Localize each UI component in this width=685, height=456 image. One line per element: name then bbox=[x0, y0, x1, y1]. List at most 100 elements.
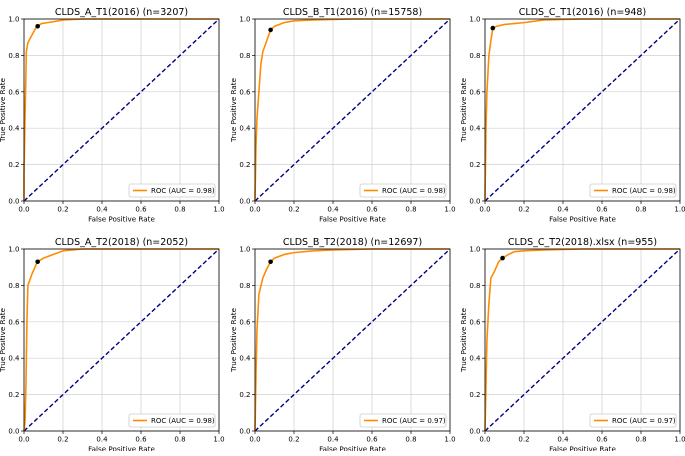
y-tick-label: 0.4 bbox=[239, 355, 251, 363]
y-axis-label: True Positive Rate bbox=[459, 307, 468, 373]
y-tick-label: 0.8 bbox=[469, 52, 480, 60]
legend-box bbox=[359, 183, 447, 198]
chance-diagonal-line bbox=[484, 18, 681, 202]
x-tick-label: 0.0 bbox=[479, 206, 490, 214]
legend-box bbox=[359, 413, 447, 428]
y-axis-label: True Positive Rate bbox=[459, 77, 468, 143]
x-tick-label: 0.4 bbox=[557, 206, 569, 214]
roc-panel-2: 0.0 0.2 0.4 0.6 0.8 1.0 0.0 0.2 0.4 0.6 0.8 1.0 CLDS… bbox=[229, 7, 456, 224]
legend-box bbox=[128, 413, 216, 428]
legend-label: ROC (AUC = 0.98) bbox=[382, 187, 446, 195]
x-tick-label: 0.8 bbox=[405, 436, 416, 444]
legend: ROC (AUC = 0.98) bbox=[128, 183, 216, 198]
y-tick-label: 1.0 bbox=[469, 246, 480, 254]
x-tick-label: 0.4 bbox=[327, 206, 339, 214]
x-axis-label: False Positive Rate bbox=[319, 445, 386, 452]
roc-panel-5: 0.0 0.2 0.4 0.6 0.8 1.0 0.0 0.2 0.4 0.6 0.8 1.0 CLDS… bbox=[229, 237, 456, 454]
legend-label: ROC (AUC = 0.98) bbox=[151, 187, 215, 195]
x-axis-label: False Positive Rate bbox=[549, 215, 616, 224]
chart-title: CLDS_C_T1(2016) (n=948) bbox=[519, 7, 646, 18]
chance-diagonal-line bbox=[254, 18, 451, 202]
x-tick-label: 0.0 bbox=[249, 206, 260, 214]
y-tick-label: 0.4 bbox=[8, 125, 20, 133]
axes-frame bbox=[254, 248, 451, 432]
y-tick-label: 0.2 bbox=[239, 391, 250, 399]
y-tick-label: 0.6 bbox=[239, 318, 251, 326]
x-tick-label: 0.8 bbox=[174, 206, 185, 214]
x-tick-label: 0.0 bbox=[479, 436, 490, 444]
axes-frame bbox=[23, 248, 220, 432]
y-tick-label: 0.6 bbox=[8, 318, 20, 326]
x-tick-label: 0.0 bbox=[249, 436, 260, 444]
x-tick-label: 1.0 bbox=[213, 206, 224, 214]
legend-box bbox=[589, 183, 677, 198]
x-tick-label: 0.2 bbox=[288, 206, 299, 214]
axes-frame bbox=[484, 248, 681, 432]
y-tick-label: 0.6 bbox=[469, 88, 481, 96]
roc-curve-line bbox=[254, 248, 450, 432]
y-tick-label: 0.8 bbox=[469, 282, 480, 290]
x-axis-label: False Positive Rate bbox=[88, 445, 155, 452]
chart-title: CLDS_B_T1(2016) (n=15758) bbox=[283, 7, 422, 18]
x-tick-label: 0.2 bbox=[518, 436, 529, 444]
x-tick-label: 0.8 bbox=[174, 436, 185, 444]
optimal-threshold-point bbox=[490, 25, 496, 31]
legend: ROC (AUC = 0.97) bbox=[589, 413, 677, 428]
y-axis-label: True Positive Rate bbox=[0, 307, 7, 373]
axes-frame bbox=[254, 18, 451, 202]
optimal-threshold-point bbox=[268, 259, 273, 265]
x-tick-label: 1.0 bbox=[444, 206, 455, 214]
y-tick-label: 0.0 bbox=[469, 428, 480, 436]
y-tick-label: 1.0 bbox=[469, 16, 480, 24]
x-tick-label: 0.8 bbox=[405, 206, 416, 214]
x-tick-label: 0.2 bbox=[518, 206, 529, 214]
x-tick-label: 0.8 bbox=[635, 436, 646, 444]
x-tick-label: 0.2 bbox=[57, 206, 68, 214]
y-tick-label: 0.6 bbox=[8, 88, 20, 96]
roc-panel-3: 0.0 0.2 0.4 0.6 0.8 1.0 0.0 0.2 0.4 0.6 0.8 1.0 CLDS… bbox=[459, 7, 685, 224]
x-tick-label: 1.0 bbox=[674, 206, 685, 214]
legend-label: ROC (AUC = 0.98) bbox=[151, 417, 215, 425]
y-tick-label: 0.0 bbox=[239, 428, 250, 436]
x-tick-label: 0.0 bbox=[18, 436, 29, 444]
roc-curve-line bbox=[254, 18, 450, 202]
x-tick-label: 0.6 bbox=[596, 436, 608, 444]
optimal-threshold-point bbox=[35, 23, 40, 29]
legend-label: ROC (AUC = 0.97) bbox=[382, 417, 446, 425]
x-tick-label: 0.4 bbox=[96, 436, 108, 444]
x-tick-label: 0.4 bbox=[557, 436, 569, 444]
x-tick-label: 0.6 bbox=[596, 206, 608, 214]
y-tick-label: 0.6 bbox=[469, 318, 481, 326]
y-tick-label: 0.2 bbox=[8, 391, 19, 399]
y-tick-label: 1.0 bbox=[239, 16, 250, 24]
axes-frame bbox=[23, 18, 220, 202]
optimal-threshold-point bbox=[35, 259, 40, 265]
y-tick-label: 0.2 bbox=[469, 161, 480, 169]
roc-curve-line bbox=[484, 18, 680, 202]
chart-title: CLDS_C_T2(2018).xlsx (n=955) bbox=[508, 237, 657, 248]
x-tick-label: 0.0 bbox=[18, 206, 29, 214]
chance-diagonal-line bbox=[23, 18, 220, 202]
legend: ROC (AUC = 0.98) bbox=[589, 183, 677, 198]
x-axis-label: False Positive Rate bbox=[549, 445, 616, 452]
y-tick-label: 0.0 bbox=[8, 428, 19, 436]
y-tick-label: 0.4 bbox=[239, 125, 251, 133]
x-tick-label: 0.6 bbox=[135, 206, 147, 214]
x-tick-label: 0.4 bbox=[327, 436, 339, 444]
y-tick-label: 0.8 bbox=[8, 52, 19, 60]
chart-title: CLDS_B_T2(2018) (n=12697) bbox=[283, 237, 422, 248]
roc-panel-1: 0.0 0.2 0.4 0.6 0.8 1.0 0.0 0.2 0.4 0.6 0.8 1.0 CLDS… bbox=[0, 7, 225, 224]
y-tick-label: 0.4 bbox=[469, 355, 481, 363]
y-tick-label: 0.2 bbox=[239, 161, 250, 169]
x-tick-label: 0.6 bbox=[366, 436, 378, 444]
optimal-threshold-point bbox=[500, 255, 505, 261]
y-tick-label: 1.0 bbox=[8, 16, 19, 24]
optimal-threshold-point bbox=[268, 27, 273, 33]
y-tick-label: 0.6 bbox=[239, 88, 251, 96]
axes-frame bbox=[484, 18, 681, 202]
y-tick-label: 0.0 bbox=[469, 198, 480, 206]
chance-diagonal-line bbox=[254, 248, 451, 432]
y-tick-label: 0.8 bbox=[239, 282, 250, 290]
